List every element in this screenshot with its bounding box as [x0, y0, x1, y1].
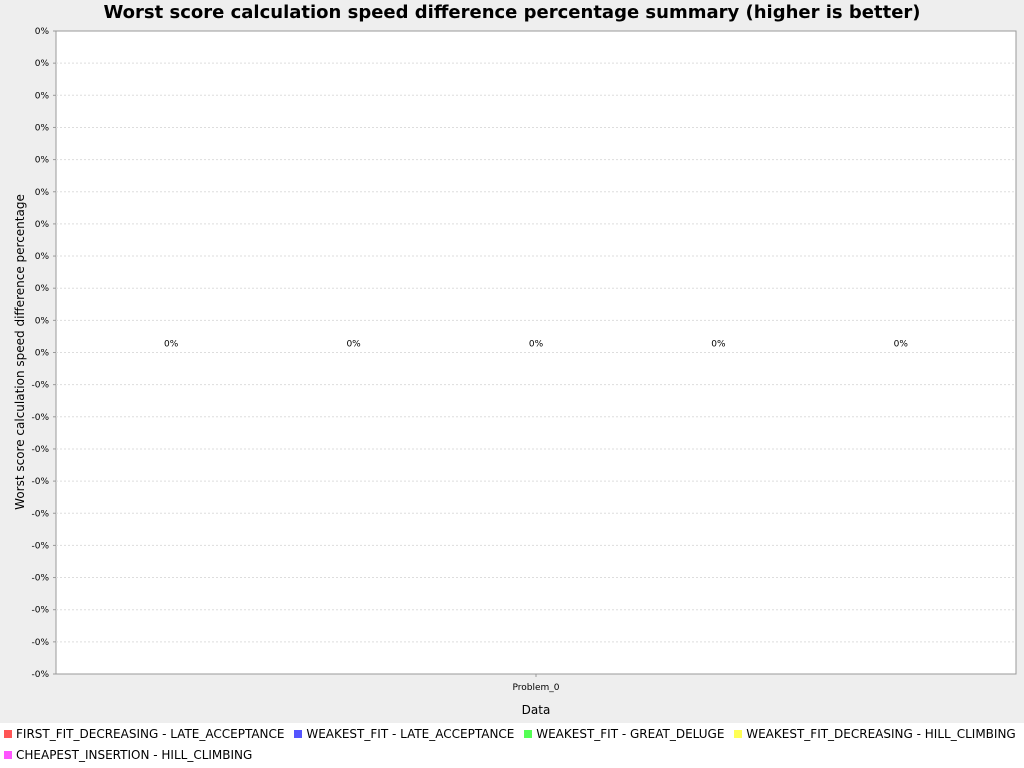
y-tick-label: -0% [31, 509, 49, 519]
legend: FIRST_FIT_DECREASING - LATE_ACCEPTANCE W… [0, 723, 1024, 768]
y-tick-label: -0% [31, 381, 49, 391]
legend-item: WEAKEST_FIT - GREAT_DELUGE [524, 727, 724, 741]
legend-label: CHEAPEST_INSERTION - HILL_CLIMBING [16, 748, 253, 762]
legend-swatch [4, 751, 12, 759]
chart-title: Worst score calculation speed difference… [103, 2, 921, 23]
y-tick-label: -0% [31, 574, 49, 584]
legend-item: FIRST_FIT_DECREASING - LATE_ACCEPTANCE [4, 727, 285, 741]
legend-swatch [4, 730, 12, 738]
bar-data-label: 0% [529, 340, 544, 350]
y-tick-label: 0% [35, 252, 50, 262]
y-axis-label: Worst score calculation speed difference… [13, 194, 27, 510]
bar-data-label: 0% [346, 340, 361, 350]
y-tick-label: 0% [35, 156, 50, 166]
y-tick-label: -0% [31, 670, 49, 680]
bar-data-label: 0% [711, 340, 726, 350]
x-tick-label: Problem_0 [512, 683, 559, 693]
legend-swatch [294, 730, 303, 738]
y-tick-label: -0% [31, 413, 49, 423]
legend-item: WEAKEST_FIT - LATE_ACCEPTANCE [294, 727, 514, 741]
y-tick-label: 0% [35, 349, 50, 359]
chart-area: 0% 0% 0% 0% 0% 0% 0% 0% 0% 0% 0% -0% -0% -0% -0% -0% -0%… [13, 27, 1017, 717]
y-tick-label: 0% [35, 59, 50, 69]
legend-swatch [734, 730, 743, 738]
x-axis-label: Data [522, 703, 551, 717]
y-tick-label: 0% [35, 220, 50, 230]
y-tick-label: 0% [35, 27, 50, 37]
y-tick-label: -0% [31, 541, 49, 551]
grid-lines [56, 62, 1016, 643]
y-axis-ticks: 0% 0% 0% 0% 0% 0% 0% 0% 0% 0% 0% -0% -0% -0% -0% -0% -0%… [31, 27, 537, 680]
y-tick-label: 0% [35, 316, 50, 326]
legend-label: WEAKEST_FIT - GREAT_DELUGE [536, 727, 725, 741]
legend-item: WEAKEST_FIT_DECREASING - HILL_CLIMBING [734, 727, 1016, 741]
data-labels: 0% 0% 0% 0% 0% [164, 340, 908, 350]
bar-data-label: 0% [164, 340, 179, 350]
y-tick-label: 0% [35, 284, 50, 294]
y-tick-label: 0% [35, 123, 50, 133]
legend-label: WEAKEST_FIT - LATE_ACCEPTANCE [306, 727, 515, 741]
legend-item: CHEAPEST_INSERTION - HILL_CLIMBING [4, 748, 252, 762]
y-tick-label: -0% [31, 638, 49, 648]
y-tick-label: -0% [31, 477, 49, 487]
legend-swatch [524, 730, 533, 738]
y-tick-label: 0% [35, 91, 50, 101]
legend-label: WEAKEST_FIT_DECREASING - HILL_CLIMBING [746, 727, 1016, 741]
y-tick-label: 0% [35, 188, 50, 198]
legend-label: FIRST_FIT_DECREASING - LATE_ACCEPTANCE [16, 727, 285, 741]
y-tick-label: -0% [31, 606, 49, 616]
y-tick-label: -0% [31, 445, 49, 455]
bar-data-label: 0% [894, 340, 909, 350]
